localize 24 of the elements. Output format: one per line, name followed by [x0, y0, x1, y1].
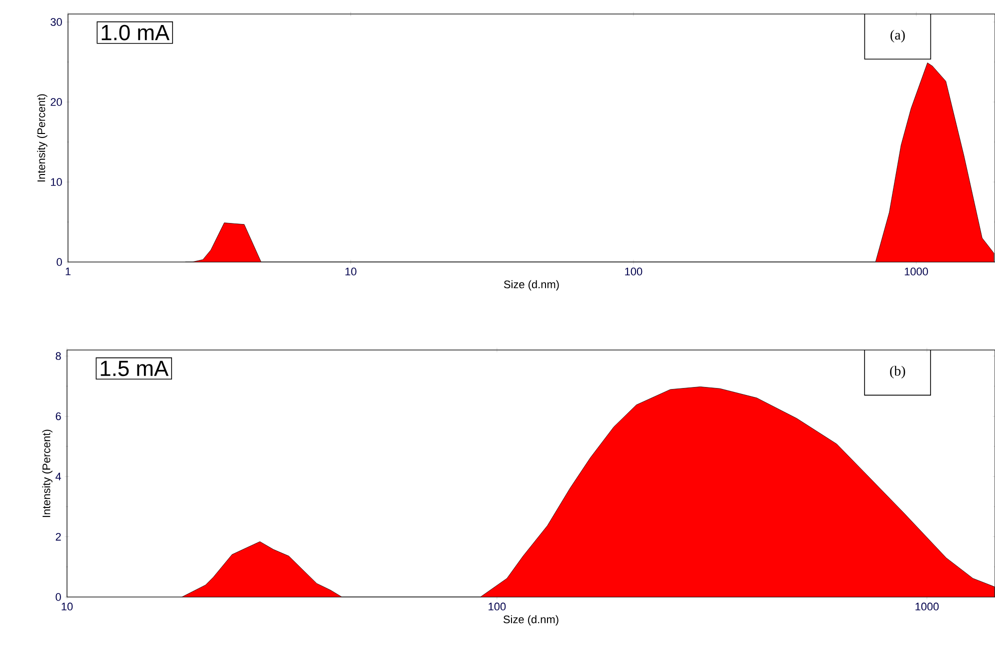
annotation: (b)	[890, 366, 906, 378]
x-axis-title: Size (d.nm)	[503, 615, 558, 626]
x-tick-label: 100	[625, 268, 642, 276]
y-tick-label: 10	[51, 178, 62, 186]
y-tick-label: 0	[56, 258, 62, 266]
annotation: 1.5 mA	[100, 360, 169, 376]
y-tick-label: 30	[50, 18, 62, 26]
y-tick-label: 0	[56, 593, 61, 601]
y-tick-label: 6	[56, 412, 61, 420]
y-tick-label: 2	[56, 532, 61, 541]
x-tick-label: 1000	[904, 268, 928, 276]
y-tick-label: 8	[56, 352, 61, 360]
y-axis-title: Intensity (Percent)	[37, 94, 48, 182]
y-tick-label: 20	[50, 98, 62, 106]
x-tick-label: 10	[345, 268, 356, 276]
x-tick-label: 1	[66, 268, 71, 276]
x-axis-title: Size (d.nm)	[504, 280, 559, 290]
x-tick-label: 100	[488, 602, 506, 610]
annotation: (a)	[890, 30, 905, 42]
x-tick-label: 1000	[916, 602, 939, 610]
y-axis-title: Intensity (Percent)	[42, 430, 52, 517]
y-tick-label: 4	[56, 472, 62, 480]
x-tick-label: 10	[62, 602, 73, 610]
annotation: 1.0 mA	[102, 24, 170, 40]
